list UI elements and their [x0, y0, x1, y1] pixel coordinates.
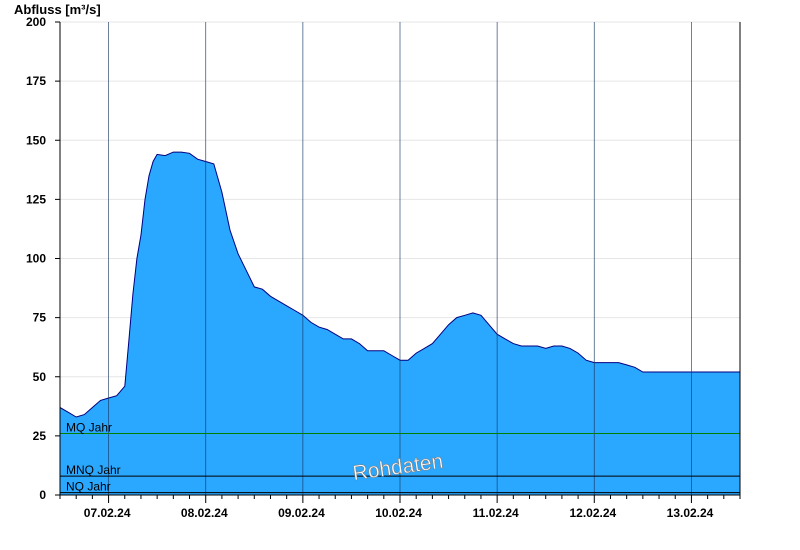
discharge-line	[60, 151, 740, 418]
x-tick-label: 13.02.24	[667, 506, 714, 520]
reference-line-label: NQ Jahr	[66, 480, 111, 494]
y-tick-label: 0	[39, 488, 46, 502]
x-tick-label: 10.02.24	[375, 506, 422, 520]
y-tick-label: 100	[26, 252, 46, 266]
y-tick-label: 25	[33, 429, 47, 443]
y-tick-label: 175	[26, 74, 46, 88]
x-tick-label: 07.02.24	[84, 506, 131, 520]
y-tick-label: 200	[26, 15, 46, 29]
y-tick-label: 150	[26, 133, 46, 147]
y-axis-ticks: 0 25 50 75 100 125 150 175 200	[26, 15, 60, 502]
x-tick-label: 11.02.24	[473, 506, 519, 520]
reference-line-label: MNQ Jahr	[66, 463, 121, 477]
y-tick-label: 50	[33, 370, 47, 384]
x-tick-label: 08.02.24	[181, 506, 228, 520]
discharge-area-fill	[60, 152, 740, 495]
discharge-area	[60, 151, 740, 495]
reference-line-label: MQ Jahr	[66, 421, 112, 435]
y-tick-label: 75	[33, 311, 47, 325]
y-axis-label: Abfluss [m³/s]	[14, 2, 101, 17]
x-axis-ticks: 07.02.24 08.02.24 09.02.24 10.02.24 11.02.24…	[59, 495, 741, 520]
x-tick-label: 09.02.24	[278, 506, 325, 520]
x-tick-label: 12.02.24	[569, 506, 616, 520]
y-tick-label: 125	[26, 192, 46, 206]
reference-lines: MQ Jahr MNQ Jahr NQ Jahr	[60, 421, 740, 494]
day-boundary-lines	[108, 22, 692, 495]
